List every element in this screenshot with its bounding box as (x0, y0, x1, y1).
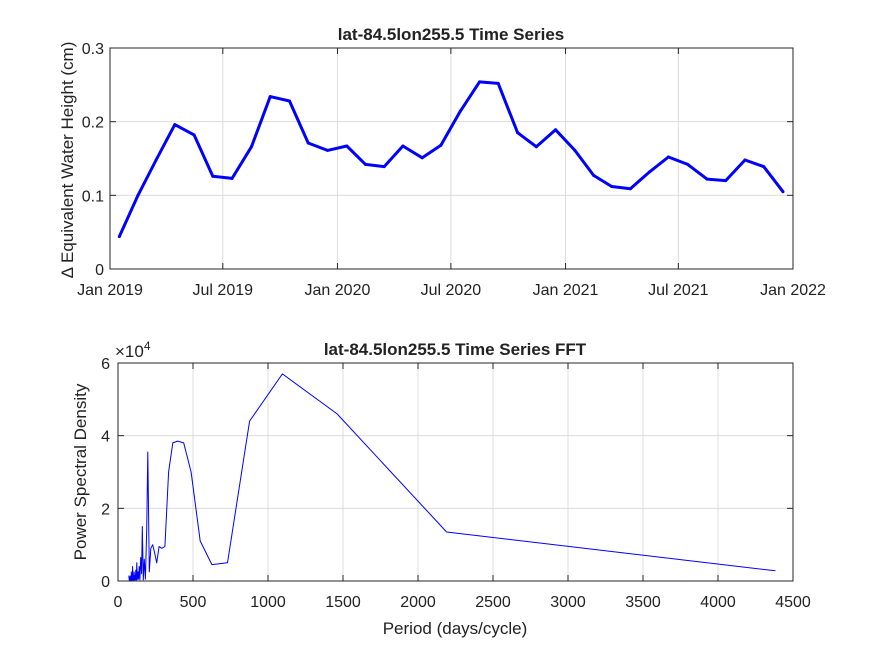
data-point (628, 187, 632, 191)
x-tick-label: 4000 (700, 594, 736, 611)
data-point (762, 165, 766, 169)
y-tick-label: 6 (101, 356, 110, 373)
data-point (592, 173, 596, 177)
data-point (192, 133, 196, 137)
data-point (230, 176, 234, 180)
y-tick-label: 2 (101, 501, 110, 518)
data-point (136, 193, 140, 197)
x-tick-label: Jan 2022 (760, 282, 826, 299)
time-series-axes-box (109, 47, 794, 270)
fft-plot (128, 373, 776, 581)
fft-title: lat-84.5lon255.5 Time Series FFT (324, 340, 587, 359)
data-point (573, 148, 577, 152)
data-point (516, 131, 520, 135)
x-tick-label: Jan 2019 (77, 282, 143, 299)
x-tick-label: Jan 2020 (305, 282, 371, 299)
data-point (743, 158, 747, 162)
time-series-ylabel-text: Equivalent Water Height (cm) (58, 42, 77, 263)
x-tick-label: Jul 2020 (421, 282, 482, 299)
data-point (401, 144, 405, 148)
fft-ticks: 0 500 1000 1500 2000 2500 3000 3500 4000 4500 0 2 4 6 (101, 356, 811, 611)
data-point (439, 143, 443, 147)
y-tick-label: 0.2 (82, 115, 104, 132)
x-tick-label: 3000 (550, 594, 586, 611)
data-point (382, 165, 386, 169)
data-point (345, 144, 349, 148)
time-series-ylabel: Δ Equivalent Water Height (cm) (58, 42, 77, 279)
x-tick-label: 500 (180, 594, 207, 611)
x-tick-label: Jul 2021 (648, 282, 709, 299)
data-point (610, 185, 614, 188)
x-tick-label: 1500 (325, 594, 361, 611)
data-point (478, 80, 481, 84)
data-point (420, 156, 424, 160)
fft-exponent-base: ×10 (115, 342, 144, 361)
y-tick-label: 0 (101, 574, 110, 591)
data-point (705, 177, 709, 181)
data-point (534, 145, 538, 149)
y-tick-label: 4 (101, 429, 110, 446)
y-tick-label: 0.3 (82, 41, 104, 58)
data-point (364, 162, 367, 166)
data-point (117, 235, 121, 239)
fft-grid (118, 363, 793, 581)
data-point (496, 81, 500, 85)
data-point (724, 179, 728, 183)
fft-exponent-power: 4 (144, 339, 151, 353)
x-tick-label: 2500 (475, 594, 511, 611)
y-tick-label: 0.1 (82, 188, 104, 205)
data-point (781, 190, 785, 194)
fft-ylabel: Power Spectral Density (71, 383, 90, 560)
time-series-title: lat-84.5lon255.5 Time Series (338, 25, 564, 44)
time-series-ticks: Jan 2019 Jul 2019 Jan 2020 Jul 2020 Jan 2021… (77, 41, 826, 299)
data-point (306, 141, 310, 145)
x-tick-label: 0 (114, 594, 123, 611)
x-tick-label: Jan 2021 (533, 282, 599, 299)
fft-exponent: ×104 (115, 339, 151, 361)
fft-chart: 0 500 1000 1500 2000 2500 3000 3500 4000 4500 0 2 4 6… (71, 339, 811, 638)
time-series-chart: Jan 2019 Jul 2019 Jan 2020 Jul 2020 Jan 2021… (58, 25, 826, 299)
data-point (554, 128, 558, 132)
data-point (173, 123, 177, 127)
data-point (250, 145, 253, 149)
time-series-grid (110, 48, 793, 269)
data-point (211, 174, 215, 178)
data-point (458, 109, 462, 113)
data-point (288, 99, 291, 103)
x-tick-label: 1000 (250, 594, 286, 611)
data-point (666, 155, 670, 159)
x-tick-label: 2000 (400, 594, 436, 611)
x-tick-label: Jul 2019 (193, 282, 254, 299)
x-tick-label: 4500 (775, 594, 811, 611)
fft-axes-box (117, 362, 794, 582)
delta-symbol: Δ (58, 267, 77, 278)
data-point (268, 95, 272, 99)
series-line (117, 80, 785, 238)
data-point (648, 170, 652, 174)
data-point (154, 158, 158, 162)
series-line (128, 373, 776, 581)
fft-xlabel: Period (days/cycle) (383, 619, 528, 638)
data-point (326, 148, 329, 152)
time-series-plot (117, 80, 785, 239)
y-tick-label: 0 (95, 262, 104, 279)
data-point (686, 162, 690, 166)
x-tick-label: 3500 (625, 594, 661, 611)
